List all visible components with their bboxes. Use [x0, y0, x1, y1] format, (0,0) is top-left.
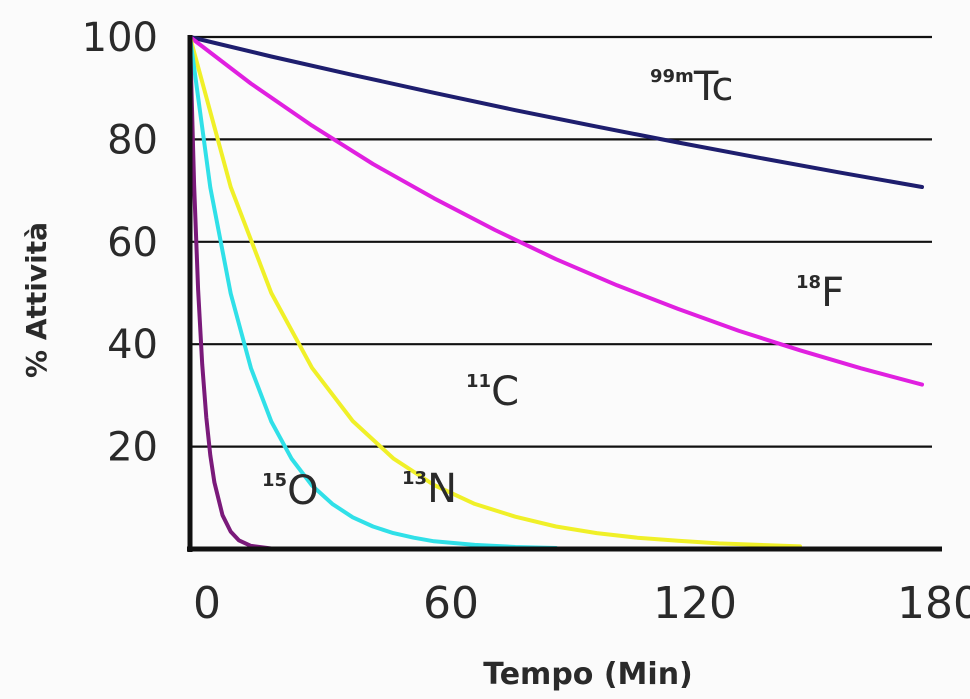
- y-tick-label: 40: [107, 322, 158, 368]
- series-label-symbol: C: [491, 369, 519, 415]
- series-line-c: [188, 35, 802, 549]
- y-tick-labels: 20 40 60 80 100: [82, 15, 158, 471]
- series-label-mass: 15: [262, 470, 287, 491]
- series-line-tc: [188, 35, 924, 189]
- series-label-o: 15O: [262, 468, 319, 514]
- x-tick-label: 180: [897, 578, 970, 629]
- gridlines: [190, 35, 932, 448]
- series-line-n: [188, 35, 558, 550]
- series-label-mass: 99m: [650, 66, 694, 87]
- y-tick-label: 60: [107, 220, 158, 266]
- series-label-f: 18F: [796, 270, 844, 316]
- series-label-tc: 99mTc: [650, 64, 733, 110]
- x-tick-label: 120: [653, 578, 737, 629]
- series-label-c: 11C: [466, 369, 519, 415]
- series-label-n: 13N: [402, 466, 457, 512]
- series-label-symbol: Tc: [693, 64, 734, 110]
- series-line-f: [188, 35, 924, 387]
- series-label-symbol: N: [427, 466, 457, 512]
- y-tick-label: 80: [107, 117, 158, 163]
- series-label-mass: 11: [466, 371, 491, 392]
- y-tick-label: 20: [107, 425, 158, 471]
- x-axis-title: Tempo (Min): [483, 657, 693, 692]
- series-label-mass: 18: [796, 272, 821, 293]
- series-label-symbol: F: [821, 270, 844, 316]
- x-tick-label: 0: [193, 578, 221, 629]
- axes: [187, 35, 942, 552]
- series-label-mass: 13: [402, 468, 427, 489]
- x-tick-labels: 0 60 120 180: [193, 578, 970, 629]
- y-tick-label: 100: [82, 15, 158, 61]
- series-label-symbol: O: [287, 468, 318, 514]
- y-axis-title: % Attività: [20, 222, 53, 378]
- series-labels: 99mTc 18F 11C 13N 15O: [262, 64, 844, 514]
- x-tick-label: 60: [423, 578, 479, 629]
